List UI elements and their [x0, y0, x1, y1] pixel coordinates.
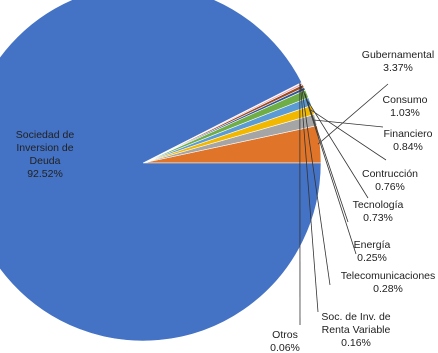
data-label: Telecomunicaciones 0.28%	[341, 270, 436, 295]
data-label-value: 3.37%	[383, 62, 413, 74]
data-label-name: Deuda	[30, 155, 61, 167]
leader-line	[317, 83, 389, 145]
leader-line	[307, 101, 369, 199]
data-label-value: 92.52%	[27, 168, 63, 180]
data-label-value: 0.76%	[375, 181, 405, 193]
data-label-value: 0.84%	[393, 141, 423, 153]
data-label: Consumo 1.03%	[383, 94, 428, 119]
data-label: Soc. de Inv. de Renta Variable 0.16%	[321, 311, 390, 349]
pie-slices	[0, 0, 322, 342]
data-label-name: Financiero	[383, 128, 432, 140]
data-label: Otros 0.06%	[270, 329, 300, 353]
data-label-name: Renta Variable	[322, 324, 391, 336]
data-label-value: 1.03%	[390, 107, 420, 119]
leader-line	[310, 109, 387, 161]
data-labels: Gubernamental 3.37% Consumo 1.03% Financiero…	[16, 49, 435, 353]
data-label-value: 0.06%	[270, 342, 300, 353]
data-label-value: 0.25%	[357, 252, 387, 264]
data-label: Tecnología 0.73%	[353, 199, 404, 224]
leader-lines	[299, 82, 389, 326]
leader-line	[301, 85, 331, 286]
data-label-name: Tecnología	[353, 199, 404, 211]
data-label-name: Inversion de	[16, 142, 73, 154]
data-label: Energía 0.25%	[354, 239, 391, 264]
data-label: Financiero 0.84%	[383, 128, 432, 153]
data-label-value: 0.73%	[363, 212, 393, 224]
data-label-name: Consumo	[383, 94, 428, 106]
leader-line	[304, 93, 349, 223]
leader-line	[302, 88, 357, 255]
data-label-name: Telecomunicaciones	[341, 270, 436, 282]
data-label-name: Gubernamental	[362, 49, 434, 61]
data-label-name: Otros	[272, 329, 298, 341]
leader-line	[313, 119, 384, 128]
data-label-value: 0.16%	[341, 337, 371, 349]
leader-line	[300, 83, 319, 313]
data-label: Sociedad de Inversion de Deuda 92.52%	[16, 129, 75, 180]
data-label-name: Soc. de Inv. de	[321, 311, 390, 323]
data-label-value: 0.28%	[373, 283, 403, 295]
data-label: Contrucción 0.76%	[362, 168, 418, 193]
data-label-name: Sociedad de	[16, 129, 75, 141]
data-label-name: Contrucción	[362, 168, 418, 180]
pie-slice-sociedad-de-inversion-de-deuda	[0, 0, 322, 342]
data-label: Gubernamental 3.37%	[362, 49, 434, 74]
data-label-name: Energía	[354, 239, 391, 251]
